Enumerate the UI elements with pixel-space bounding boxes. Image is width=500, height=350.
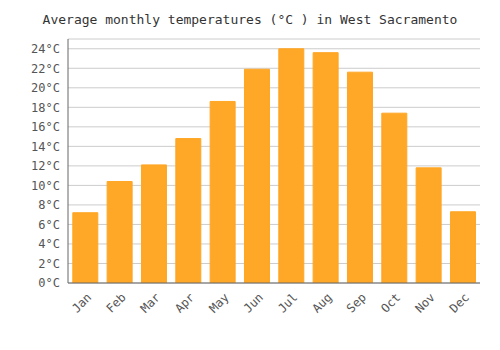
svg-text:Apr: Apr [172, 290, 197, 315]
svg-text:Oct: Oct [378, 290, 403, 315]
svg-text:8°C: 8°C [38, 198, 60, 212]
svg-text:May: May [206, 290, 231, 315]
svg-text:Mar: Mar [138, 290, 163, 315]
svg-text:16°C: 16°C [31, 120, 60, 134]
svg-text:Dec: Dec [447, 290, 472, 315]
svg-text:Sep: Sep [344, 290, 369, 315]
svg-text:Feb: Feb [103, 290, 128, 315]
svg-text:18°C: 18°C [31, 101, 60, 115]
html-text:Average monthly temperatures (: Average monthly temperatures (°C ) in We… [42, 12, 458, 27]
svg-text:22°C: 22°C [31, 62, 60, 76]
svg-text:14°C: 14°C [31, 140, 60, 154]
svg-text:10°C: 10°C [31, 179, 60, 193]
svg-text:Jul: Jul [275, 290, 300, 315]
svg-text:Aug: Aug [309, 290, 334, 315]
svg-text:2°C: 2°C [38, 257, 60, 271]
svg-text:Nov: Nov [412, 290, 437, 315]
svg-text:12°C: 12°C [31, 159, 60, 173]
svg-text:6°C: 6°C [38, 218, 60, 232]
svg-text:0°C: 0°C [38, 276, 60, 290]
svg-text:Jun: Jun [241, 290, 266, 315]
svg-text:4°C: 4°C [38, 237, 60, 251]
svg-text:20°C: 20°C [31, 81, 60, 95]
svg-text:Jan: Jan [69, 290, 94, 315]
svg-text:24°C: 24°C [31, 42, 60, 56]
